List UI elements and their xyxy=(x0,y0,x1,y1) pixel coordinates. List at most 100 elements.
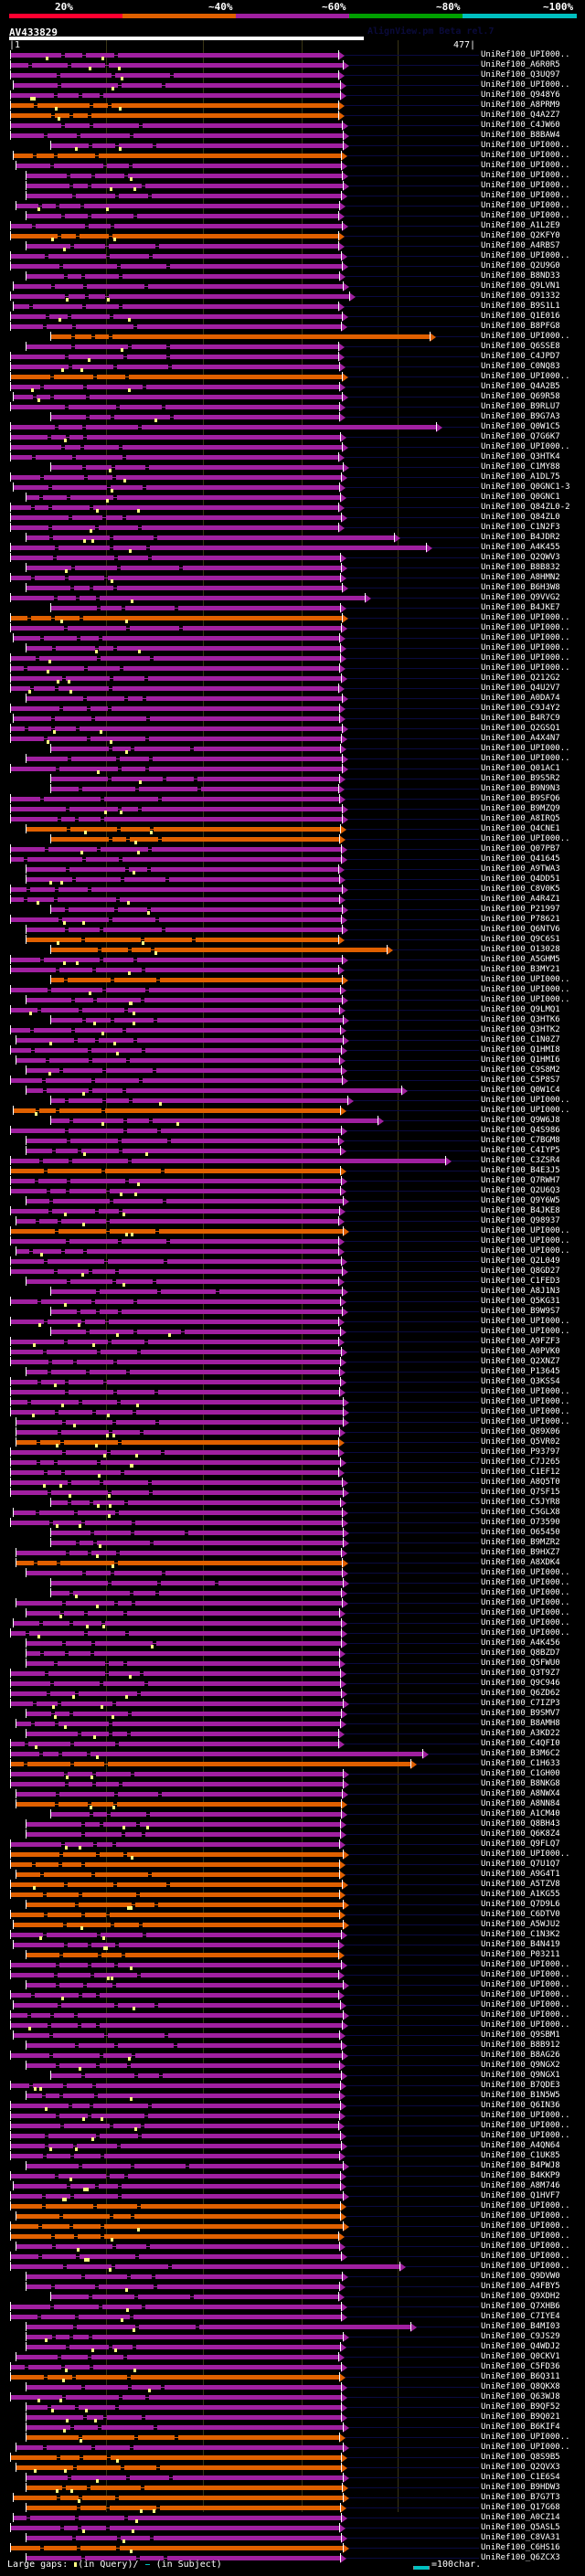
alignment-row[interactable]: UniRef100_Q7D9L6 xyxy=(0,1900,585,1910)
subject-label[interactable]: UniRef100_Q84ZL0-2 xyxy=(481,503,570,512)
alignment-row[interactable]: UniRef100_UPI000.. xyxy=(0,1387,585,1397)
subject-label[interactable]: UniRef100_Q3KSS4 xyxy=(481,1377,560,1386)
alignment-row[interactable]: UniRef100_Q01AC1 xyxy=(0,764,585,774)
alignment-row[interactable]: UniRef100_Q8S9B5 xyxy=(0,2453,585,2463)
subject-label[interactable]: UniRef100_Q01AC1 xyxy=(481,764,560,773)
subject-label[interactable]: UniRef100_Q3HTK2 xyxy=(481,1025,560,1034)
subject-label[interactable]: UniRef100_Q6K8Z4 xyxy=(481,1829,560,1839)
alignment-row[interactable]: UniRef100_C6HS16 xyxy=(0,2543,585,2553)
subject-label[interactable]: UniRef100_Q4S986 xyxy=(481,1126,560,1135)
subject-label[interactable]: UniRef100_A8Q5T0 xyxy=(481,1478,560,1487)
alignment-row[interactable]: UniRef100_Q7XHB6 xyxy=(0,2302,585,2312)
subject-label[interactable]: UniRef100_UPI000.. xyxy=(481,442,570,451)
subject-label[interactable]: UniRef100_B4KKP9 xyxy=(481,2171,560,2180)
subject-label[interactable]: UniRef100_Q5KG31 xyxy=(481,1297,560,1306)
alignment-row[interactable]: UniRef100_C1N2F3 xyxy=(0,523,585,533)
alignment-row[interactable]: UniRef100_A4R4Z1 xyxy=(0,895,585,905)
alignment-row[interactable]: UniRef100_B9W9S7 xyxy=(0,1307,585,1317)
subject-label[interactable]: UniRef100_UPI000.. xyxy=(481,834,570,843)
alignment-row[interactable]: UniRef100_A1L2E9 xyxy=(0,221,585,231)
subject-label[interactable]: UniRef100_C1EF12 xyxy=(481,1468,560,1477)
subject-label[interactable]: UniRef100_B9RLU7 xyxy=(481,402,560,411)
subject-label[interactable]: UniRef100_B4R7C9 xyxy=(481,714,560,723)
alignment-row[interactable]: UniRef100_B4JKE7 xyxy=(0,603,585,613)
subject-label[interactable]: UniRef100_B9MZR2 xyxy=(481,1538,560,1547)
alignment-row[interactable]: UniRef100_C5P8S7 xyxy=(0,1076,585,1086)
alignment-row[interactable]: UniRef100_A3KD22 xyxy=(0,1729,585,1739)
alignment-row[interactable]: UniRef100_Q4A2Z7 xyxy=(0,111,585,121)
alignment-row[interactable]: UniRef100_UPI000.. xyxy=(0,1317,585,1327)
subject-label[interactable]: UniRef100_C6HS16 xyxy=(481,2543,560,2552)
subject-label[interactable]: UniRef100_UPI000.. xyxy=(481,1236,570,1246)
subject-label[interactable]: UniRef100_Q3T9Z7 xyxy=(481,1669,560,1678)
subject-label[interactable]: UniRef100_B9S5R2 xyxy=(481,774,560,783)
alignment-row[interactable]: UniRef100_Q1HMI8 xyxy=(0,1045,585,1055)
alignment-row[interactable]: UniRef100_C4JW60 xyxy=(0,121,585,131)
alignment-row[interactable]: UniRef100_Q5VR02 xyxy=(0,1437,585,1447)
subject-label[interactable]: UniRef100_Q8QKX8 xyxy=(481,2382,560,2391)
alignment-row[interactable]: UniRef100_C1E6S4 xyxy=(0,2473,585,2483)
alignment-row[interactable]: UniRef100_UPI000.. xyxy=(0,975,585,985)
alignment-row[interactable]: UniRef100_A8PRM9 xyxy=(0,101,585,111)
alignment-row[interactable]: UniRef100_UPI000.. xyxy=(0,1407,585,1417)
subject-label[interactable]: UniRef100_UPI000.. xyxy=(481,1317,570,1326)
alignment-row[interactable]: UniRef100_Q4S986 xyxy=(0,1126,585,1136)
subject-label[interactable]: UniRef100_UPI000.. xyxy=(481,633,570,642)
alignment-row[interactable]: UniRef100_Q6SSE8 xyxy=(0,342,585,352)
alignment-row[interactable]: UniRef100_B9MZR2 xyxy=(0,1538,585,1548)
alignment-row[interactable]: UniRef100_Q7U1Q7 xyxy=(0,1860,585,1870)
subject-label[interactable]: UniRef100_C8V0K5 xyxy=(481,885,560,894)
subject-label[interactable]: UniRef100_Q1E016 xyxy=(481,312,560,321)
alignment-row[interactable]: UniRef100_Q9LVN1 xyxy=(0,281,585,292)
alignment-row[interactable]: UniRef100_UPI000.. xyxy=(0,623,585,633)
subject-label[interactable]: UniRef100_P93797 xyxy=(481,1447,560,1457)
alignment-row[interactable]: UniRef100_UPI000.. xyxy=(0,1226,585,1236)
alignment-row[interactable]: UniRef100_UPI000.. xyxy=(0,1578,585,1588)
alignment-row[interactable]: UniRef100_UPI000.. xyxy=(0,2020,585,2030)
alignment-row[interactable]: UniRef100_C5JYR8 xyxy=(0,1498,585,1508)
alignment-row[interactable]: UniRef100_UPI000.. xyxy=(0,2111,585,2121)
subject-label[interactable]: UniRef100_Q8S9B5 xyxy=(481,2453,560,2462)
alignment-row[interactable]: UniRef100_A4RBS7 xyxy=(0,241,585,251)
alignment-row[interactable]: UniRef100_UPI000.. xyxy=(0,754,585,764)
subject-label[interactable]: UniRef100_A0DA74 xyxy=(481,694,560,703)
subject-label[interactable]: UniRef100_C1N3K2 xyxy=(481,1930,560,1939)
subject-label[interactable]: UniRef100_A8XDK4 xyxy=(481,1558,560,1567)
subject-label[interactable]: UniRef100_UPI000.. xyxy=(481,744,570,753)
alignment-row[interactable]: UniRef100_B4KKP9 xyxy=(0,2171,585,2181)
alignment-row[interactable]: UniRef100_C1EF12 xyxy=(0,1468,585,1478)
alignment-row[interactable]: UniRef100_A8XDK4 xyxy=(0,1558,585,1568)
alignment-row[interactable]: UniRef100_A8HMN2 xyxy=(0,573,585,583)
alignment-row[interactable]: UniRef100_Q6NTV6 xyxy=(0,925,585,935)
subject-label[interactable]: UniRef100_UPI000.. xyxy=(481,1970,570,1979)
alignment-row[interactable]: UniRef100_B8AMH8 xyxy=(0,1719,585,1729)
subject-label[interactable]: UniRef100_A6R0R5 xyxy=(481,60,560,69)
alignment-row[interactable]: UniRef100_Q0W1C4 xyxy=(0,1086,585,1096)
subject-label[interactable]: UniRef100_Q6NTV6 xyxy=(481,925,560,934)
alignment-row[interactable]: UniRef100_UPI000.. xyxy=(0,2262,585,2272)
alignment-row[interactable]: UniRef100_B3MY21 xyxy=(0,965,585,975)
alignment-row[interactable]: UniRef100_A8NN84 xyxy=(0,1799,585,1809)
alignment-row[interactable]: UniRef100_UPI000.. xyxy=(0,442,585,452)
alignment-row[interactable]: UniRef100_Q1E016 xyxy=(0,312,585,322)
subject-label[interactable]: UniRef100_UPI000.. xyxy=(481,2262,570,2271)
subject-label[interactable]: UniRef100_C1N2F3 xyxy=(481,523,560,532)
alignment-row[interactable]: UniRef100_B8B832 xyxy=(0,563,585,573)
alignment-row[interactable]: UniRef100_UPI000.. xyxy=(0,2010,585,2020)
alignment-row[interactable]: UniRef100_B6H3W8 xyxy=(0,583,585,593)
subject-label[interactable]: UniRef100_UPI000.. xyxy=(481,1608,570,1617)
subject-label[interactable]: UniRef100_UPI000.. xyxy=(481,1598,570,1607)
subject-label[interactable]: UniRef100_Q4DD51 xyxy=(481,875,560,884)
subject-label[interactable]: UniRef100_A9G4T1 xyxy=(481,1870,560,1879)
alignment-row[interactable]: UniRef100_Q9DVW0 xyxy=(0,2272,585,2282)
subject-label[interactable]: UniRef100_UPI000.. xyxy=(481,141,570,150)
subject-label[interactable]: UniRef100_C1H633 xyxy=(481,1759,560,1768)
subject-label[interactable]: UniRef100_P78621 xyxy=(481,915,560,924)
alignment-row[interactable]: UniRef100_Q8BH43 xyxy=(0,1819,585,1829)
alignment-row[interactable]: UniRef100_Q8QKX8 xyxy=(0,2382,585,2392)
subject-label[interactable]: UniRef100_B9W9S7 xyxy=(481,1307,560,1316)
subject-label[interactable]: UniRef100_B4JKE8 xyxy=(481,1206,560,1215)
alignment-row[interactable]: UniRef100_Q4CNE1 xyxy=(0,824,585,834)
subject-label[interactable]: UniRef100_UPI000.. xyxy=(481,1990,570,1999)
alignment-row[interactable]: UniRef100_Q212G2 xyxy=(0,673,585,684)
